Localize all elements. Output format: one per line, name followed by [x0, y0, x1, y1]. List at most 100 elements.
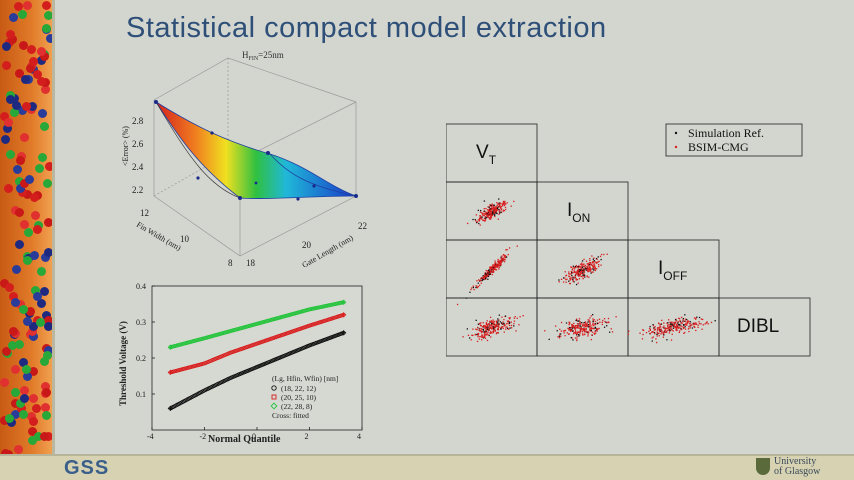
bsim-point: [560, 321, 563, 324]
bsim-point: [571, 272, 574, 274]
bsim-point: [580, 266, 582, 269]
bsim-point: [495, 320, 497, 322]
bsim-point: [582, 276, 584, 278]
bsim-point: [503, 203, 506, 205]
bsim-point: [571, 337, 573, 339]
simulation-point: [582, 274, 584, 276]
bsim-point: [494, 326, 496, 329]
bsim-point: [588, 319, 590, 321]
bsim-point: [599, 321, 601, 323]
bsim-point: [562, 281, 565, 283]
simulation-point: [651, 340, 653, 342]
bsim-point: [486, 324, 489, 326]
bsim-point: [472, 334, 474, 337]
bsim-point: [506, 249, 508, 251]
bsim-point: [486, 275, 489, 277]
bsim-point: [495, 324, 498, 327]
bsim-point: [676, 328, 678, 330]
bsim-point: [583, 328, 585, 330]
plot-frame: [151, 285, 363, 431]
bsim-point: [580, 323, 582, 325]
simulation-point: [691, 327, 694, 329]
x-tick-label: 18: [246, 258, 256, 268]
simulation-point: [508, 321, 511, 324]
bsim-point: [498, 264, 500, 266]
simulation-point: [488, 206, 490, 208]
bead-icon: [23, 228, 33, 238]
z-tick-label: 2.8: [132, 116, 144, 126]
matrix-variable-label: IOFF: [658, 258, 687, 283]
simulation-point: [485, 276, 487, 278]
bead-icon: [10, 298, 20, 308]
bead-icon: [31, 403, 41, 413]
bsim-point: [483, 214, 485, 217]
bsim-point: [490, 269, 492, 271]
bsim-point: [484, 325, 486, 328]
bsim-point: [490, 330, 492, 333]
bead-icon: [14, 1, 24, 11]
bsim-point: [574, 325, 576, 328]
bsim-point: [485, 328, 487, 330]
bead-icon: [19, 304, 29, 314]
bsim-point: [494, 208, 497, 210]
bsim-point: [491, 324, 493, 327]
bsim-point: [658, 332, 660, 334]
bead-icon: [18, 9, 28, 19]
bsim-point: [579, 330, 582, 333]
simulation-point: [666, 339, 668, 341]
bsim-point: [600, 253, 603, 256]
bsim-point: [487, 327, 489, 329]
bsim-point: [656, 327, 659, 329]
bsim-point: [590, 327, 592, 330]
bsim-point: [665, 329, 667, 331]
bsim-point: [482, 214, 484, 216]
bsim-point: [654, 328, 657, 330]
bsim-point: [669, 321, 671, 323]
simulation-point: [669, 329, 671, 331]
simulation-point: [477, 282, 479, 284]
legend-marker-0: [271, 385, 277, 391]
bsim-point: [576, 271, 578, 274]
bsim-point: [502, 210, 504, 212]
bsim-point: [576, 331, 578, 333]
bsim-point: [590, 338, 593, 341]
bsim-point: [498, 323, 500, 325]
bead-icon: [0, 416, 9, 426]
bsim-point: [664, 330, 666, 332]
simulation-point: [585, 268, 587, 270]
bsim-point: [574, 271, 576, 273]
bsim-point: [505, 203, 507, 205]
bsim-point: [499, 261, 501, 263]
bsim-point: [504, 202, 506, 204]
bsim-point: [679, 326, 681, 328]
bsim-point: [664, 328, 666, 330]
bsim-point: [486, 214, 488, 217]
simulation-point: [592, 258, 594, 260]
bsim-point: [584, 321, 587, 323]
bsim-point: [490, 207, 493, 209]
bsim-point: [489, 320, 491, 322]
simulation-point: [653, 331, 656, 334]
simulation-point: [660, 323, 663, 325]
simulation-point: [587, 321, 589, 323]
bead-icon: [29, 394, 39, 404]
bsim-point: [690, 325, 692, 327]
bsim-point: [577, 271, 579, 273]
simulation-point: [485, 216, 488, 219]
simulation-point: [475, 319, 477, 322]
simulation-point: [577, 320, 579, 322]
bsim-point: [466, 222, 469, 225]
bsim-point: [652, 336, 654, 338]
simulation-point: [586, 267, 588, 269]
bsim-point: [490, 271, 493, 273]
bsim-point: [502, 209, 505, 211]
bsim-point: [584, 323, 586, 326]
bsim-point: [666, 331, 668, 333]
simulation-point: [489, 273, 491, 276]
bsim-point: [675, 325, 677, 327]
bsim-point: [674, 322, 676, 324]
bsim-point: [484, 212, 486, 215]
simulation-point: [489, 321, 491, 323]
bsim-point: [505, 326, 507, 328]
bead-icon: [3, 118, 13, 128]
